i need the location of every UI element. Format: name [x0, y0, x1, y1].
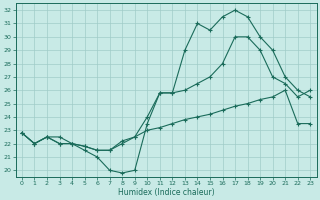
X-axis label: Humidex (Indice chaleur): Humidex (Indice chaleur) [118, 188, 214, 197]
